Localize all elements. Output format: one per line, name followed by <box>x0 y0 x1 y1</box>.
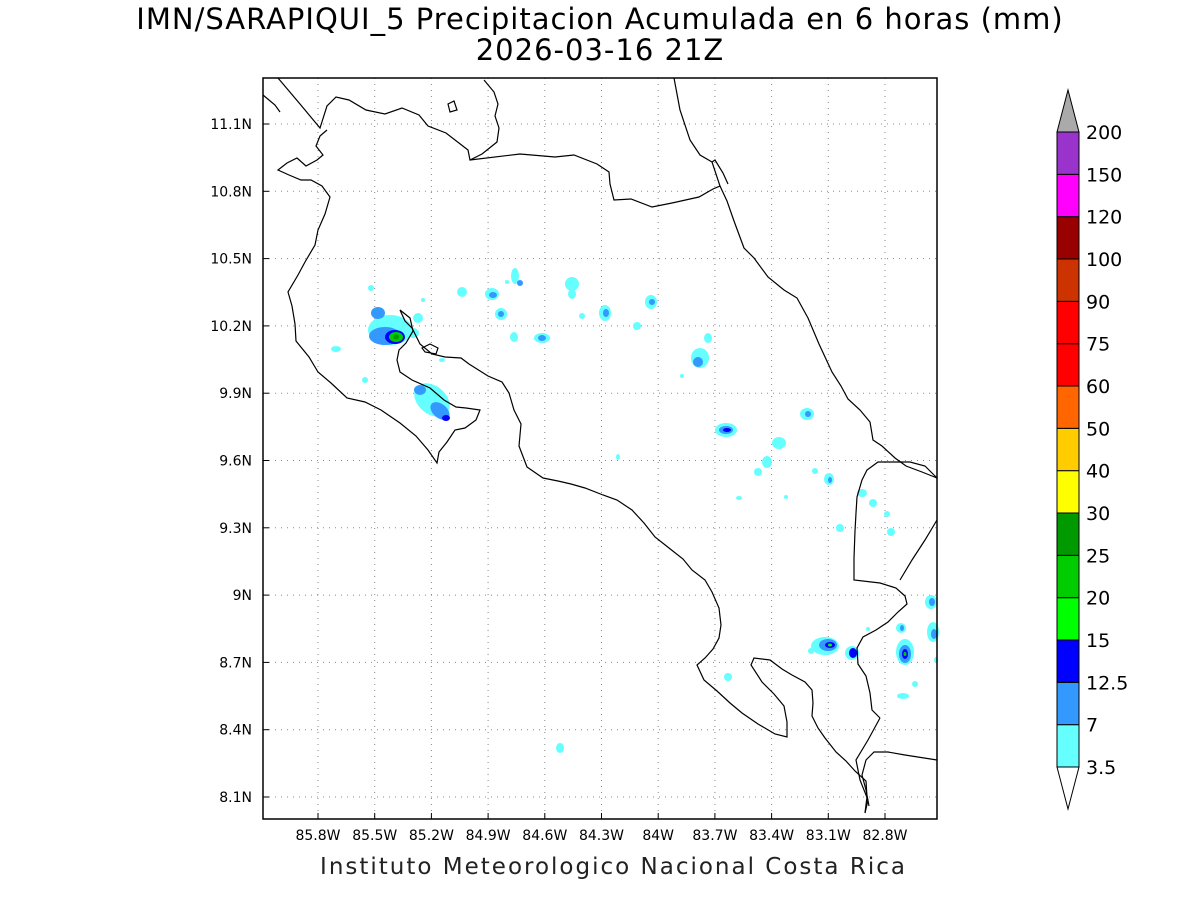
colorbar-swatch <box>1056 724 1080 768</box>
lon-tick-label: 85.2W <box>409 828 454 844</box>
colorbar-swatch <box>1056 427 1080 472</box>
map-frame <box>262 77 938 820</box>
colorbar-swatch <box>1056 681 1080 726</box>
lat-tick-label: 9.3N <box>219 521 252 537</box>
nicaragua-east <box>673 77 713 163</box>
lon-tick-label: 84.3W <box>579 828 624 844</box>
map-datetime: 2026-03-16 21Z <box>475 33 725 67</box>
colorbar-label: 25 <box>1086 545 1110 567</box>
lat-tick-label: 8.4N <box>219 723 252 739</box>
colorbar-label: 150 <box>1086 164 1122 186</box>
colorbar-legend: 3.5 7 12.5 15 20 25 30 40 50 60 75 90 100 120 150 200 <box>1056 88 1128 811</box>
lon-tick-label: 83.1W <box>806 828 851 844</box>
credit-text: Instituto Meteorologico Nacional Costa R… <box>320 854 907 880</box>
colorbar-swatch <box>1056 597 1080 641</box>
osa-coast <box>855 717 881 814</box>
gulf-island <box>421 343 439 355</box>
colorbar-label: 50 <box>1086 418 1110 440</box>
lake-nicaragua-island <box>447 100 458 113</box>
nicaragua-coast-north <box>262 94 281 113</box>
lon-tick-label: 83.4W <box>749 828 794 844</box>
colorbar-label: 120 <box>1086 207 1122 229</box>
colorbar-label: 75 <box>1086 334 1110 356</box>
longitude-labels: 85.8W 85.5W 85.2W 84.9W 84.6W 84.3W 84W 83.7W 83… <box>295 813 908 844</box>
colorbar-label: 60 <box>1086 376 1110 398</box>
precip-cell-peninsula <box>414 383 450 421</box>
latitude-labels: 11.1N 10.8N 10.5N 10.2N 9.9N 9.6N 9.3N 9N 8.7N 8.… <box>210 117 269 806</box>
lon-tick-label: 84.6W <box>522 828 567 844</box>
lon-tick-label: 85.8W <box>295 828 340 844</box>
lat-tick-label: 9N <box>233 588 252 604</box>
colorbar-label: 30 <box>1086 503 1110 525</box>
precip-cell-caribbean <box>680 333 895 536</box>
precipitation-field <box>331 268 939 753</box>
panama-south <box>861 751 938 807</box>
caribbean-coast <box>719 185 938 479</box>
lat-tick-label: 10.5N <box>210 252 252 268</box>
precip-cell-northwest <box>331 285 445 383</box>
colorbar-swatch <box>1056 639 1080 683</box>
colorbar-label: 3.5 <box>1086 757 1116 779</box>
burica-peninsula <box>399 309 868 814</box>
map-title: IMN/SARAPIQUI_5 Precipitacion Acumulada … <box>136 2 1064 36</box>
colorbar-swatch <box>1056 173 1080 218</box>
colorbar-swatch <box>1056 554 1080 599</box>
colorbar-label: 20 <box>1086 588 1110 610</box>
precip-cell-southeast <box>866 595 939 699</box>
colorbar-label: 200 <box>1086 122 1122 144</box>
colorbar-label: 90 <box>1086 291 1110 313</box>
lon-tick-label: 84W <box>642 828 674 844</box>
lat-tick-label: 11.1N <box>210 117 252 133</box>
nicaragua-border <box>277 77 500 161</box>
lat-tick-label: 8.7N <box>219 655 252 671</box>
lat-tick-label: 9.6N <box>219 454 252 470</box>
colorbar-label: 7 <box>1086 715 1098 737</box>
colorbar-swatch <box>1056 216 1080 260</box>
colorbar-label: 15 <box>1086 630 1110 652</box>
caribbean-north-coast <box>469 153 729 208</box>
lat-tick-label: 10.8N <box>210 184 252 200</box>
panama-coast <box>899 519 938 581</box>
colorbar-swatch <box>1056 385 1080 429</box>
coastlines <box>262 77 938 814</box>
panama-border <box>853 461 938 719</box>
colorbar-label: 12.5 <box>1086 672 1128 694</box>
lon-tick-label: 83.7W <box>692 828 737 844</box>
colorbar-top-arrow <box>1056 88 1080 133</box>
colorbar-swatch <box>1056 258 1080 302</box>
colorbar-swatch <box>1056 343 1080 387</box>
lat-tick-label: 10.2N <box>210 319 252 335</box>
colorbar-label: 40 <box>1086 461 1110 483</box>
precip-cell-central <box>457 268 657 753</box>
colorbar-label: 100 <box>1086 249 1122 271</box>
precip-cell-south-pacific <box>724 637 859 681</box>
lat-tick-label: 9.9N <box>219 386 252 402</box>
colorbar-swatch <box>1056 470 1080 514</box>
lat-tick-label: 8.1N <box>219 790 252 806</box>
colorbar-bottom-arrow <box>1056 766 1080 811</box>
lon-tick-label: 84.9W <box>466 828 511 844</box>
grid-lines <box>263 78 937 819</box>
colorbar-swatch <box>1056 131 1080 175</box>
lon-tick-label: 85.5W <box>352 828 397 844</box>
colorbar-swatch <box>1056 300 1080 345</box>
lon-tick-label: 82.8W <box>862 828 907 844</box>
nicoya-peninsula <box>276 129 481 465</box>
colorbar-swatch <box>1056 512 1080 556</box>
